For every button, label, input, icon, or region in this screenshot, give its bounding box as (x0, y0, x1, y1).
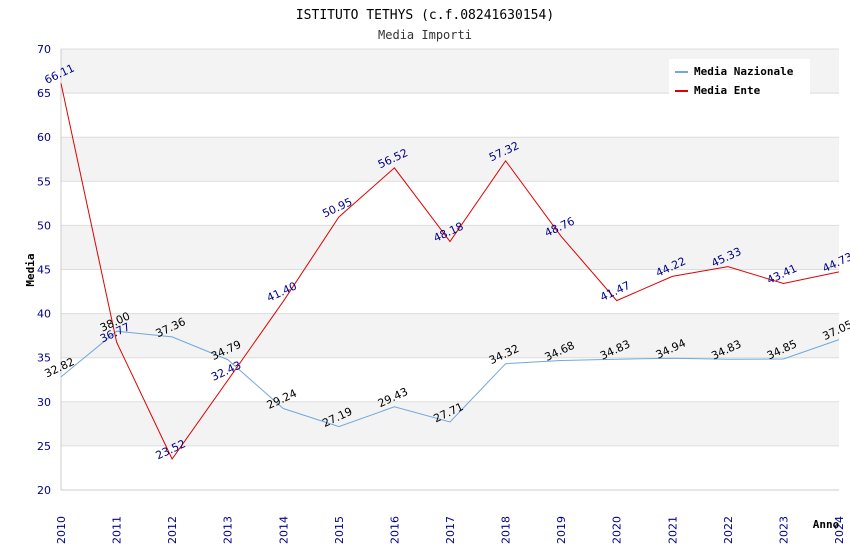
grid-band (61, 225, 839, 270)
y-tick-label: 60 (37, 131, 51, 144)
grid-band (61, 137, 839, 182)
grid-band (61, 445, 839, 490)
y-tick-label: 70 (37, 43, 51, 56)
y-tick-label: 65 (37, 87, 51, 100)
grid-band (61, 181, 839, 226)
grid-band (61, 93, 839, 138)
series-lines (60, 83, 840, 460)
y-axis-label: Media (24, 253, 37, 286)
x-tick-label: 2014 (277, 516, 290, 544)
series-line-nazionale (60, 330, 840, 428)
x-axis-label: Anno (813, 518, 840, 531)
x-tick-label: 2017 (444, 516, 457, 544)
series-line-ente (60, 83, 840, 460)
x-tick-label: 2015 (333, 516, 346, 544)
x-tick-label: 2011 (111, 516, 124, 544)
grid-band (61, 313, 839, 358)
y-tick-label: 50 (37, 219, 51, 232)
x-tick-label: 2012 (166, 516, 179, 544)
grid-band (61, 357, 839, 402)
grid-band (61, 269, 839, 314)
x-tick-label: 2019 (555, 516, 568, 544)
x-tick-label: 2021 (666, 516, 679, 544)
x-tick-label: 2024 (833, 516, 846, 544)
legend-box (669, 59, 810, 96)
legend-label-nazionale: Media Nazionale (694, 65, 794, 78)
chart-subtitle: Media Importi (378, 28, 472, 42)
y-tick-label: 40 (37, 308, 51, 321)
y-tick-label: 45 (37, 264, 51, 277)
x-tick-label: 2013 (222, 516, 235, 544)
x-axis-ticks: 2010 2011 2012 2013 2014 2015 2016 2017 2018 2019… (55, 516, 846, 544)
grid-band (61, 401, 839, 446)
x-tick-label: 2010 (55, 516, 68, 544)
chart-title: ISTITUTO TETHYS (c.f.08241630154) (296, 8, 554, 23)
grid-bands (61, 49, 839, 490)
x-tick-label: 2016 (388, 516, 401, 544)
y-tick-label: 55 (37, 175, 51, 188)
y-tick-label: 25 (37, 440, 51, 453)
x-tick-label: 2018 (500, 516, 513, 544)
legend: Media Nazionale Media Ente (669, 59, 810, 97)
grid-lines (60, 48, 839, 491)
y-tick-label: 20 (37, 484, 51, 497)
x-tick-label: 2023 (777, 516, 790, 544)
y-axis-ticks: 20 25 30 35 40 45 50 55 60 65 70 (37, 43, 51, 497)
x-tick-label: 2022 (722, 516, 735, 544)
y-tick-label: 30 (37, 396, 51, 409)
y-tick-label: 35 (37, 352, 51, 365)
legend-label-ente: Media Ente (694, 84, 761, 97)
x-tick-label: 2020 (611, 516, 624, 544)
